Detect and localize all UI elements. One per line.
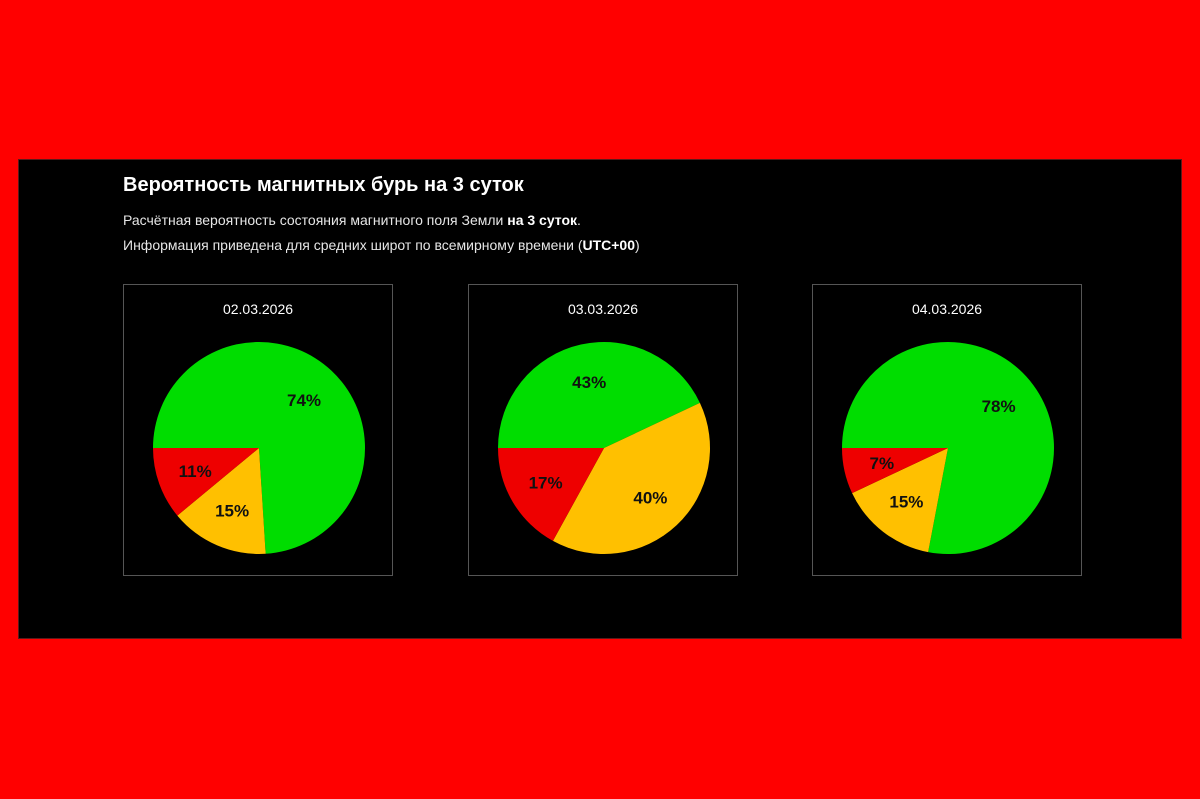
pie-slice-yellow <box>552 402 710 555</box>
pie-label-red: 7% <box>870 454 895 473</box>
pie-chart-svg: 78% 15% 7% <box>842 341 1054 554</box>
subtitle-2-text: Информация приведена для средних широт п… <box>123 237 583 253</box>
pie-card-day-3: 04.03.2026 78% 15% 7% <box>812 284 1082 576</box>
pie-slice-red <box>153 448 259 516</box>
pie-chart-svg: 43% 40% 17% <box>498 342 710 555</box>
pie-label-yellow: 40% <box>633 489 667 508</box>
pie-label-red: 17% <box>529 474 563 493</box>
subtitle-1-bold: на 3 суток <box>507 212 578 228</box>
pie-slice-green <box>498 342 700 448</box>
subtitle-1-text: Расчётная вероятность состояния магнитно… <box>123 212 508 228</box>
pie-label-yellow: 15% <box>889 493 923 512</box>
card-date: 04.03.2026 <box>911 301 983 317</box>
pie-slice-green <box>842 341 1054 554</box>
pie-slice-red <box>842 448 948 494</box>
card-date: 03.03.2026 <box>567 301 639 317</box>
subtitle-1-end: . <box>577 212 581 228</box>
subtitle-2-end: ) <box>635 237 640 253</box>
forecast-panel: Вероятность магнитных бурь на 3 суток Ра… <box>18 159 1182 639</box>
subtitle-line-2: Информация приведена для средних широт п… <box>123 237 640 253</box>
subtitle-line-1: Расчётная вероятность состояния магнитно… <box>123 212 581 228</box>
pie-slice-yellow <box>177 448 266 554</box>
pie-label-green: 74% <box>287 391 321 410</box>
pie-label-yellow: 15% <box>215 501 249 520</box>
pie-label-green: 43% <box>572 373 606 392</box>
card-date: 02.03.2026 <box>222 301 294 317</box>
pie-slice-yellow <box>852 448 948 553</box>
pie-slice-green <box>153 341 365 554</box>
pie-slice-red <box>498 448 604 541</box>
pie-label-red: 11% <box>179 462 212 481</box>
subtitle-2-bold: UTC+00 <box>582 237 636 253</box>
pie-label-green: 78% <box>982 397 1016 416</box>
pie-card-day-1: 02.03.2026 74% 15% 11% <box>123 284 393 576</box>
pie-chart-svg: 74% 15% 11% <box>153 341 365 554</box>
page-title: Вероятность магнитных бурь на 3 суток <box>123 174 524 196</box>
pie-card-day-2: 03.03.2026 43% 40% 17% <box>468 284 738 576</box>
